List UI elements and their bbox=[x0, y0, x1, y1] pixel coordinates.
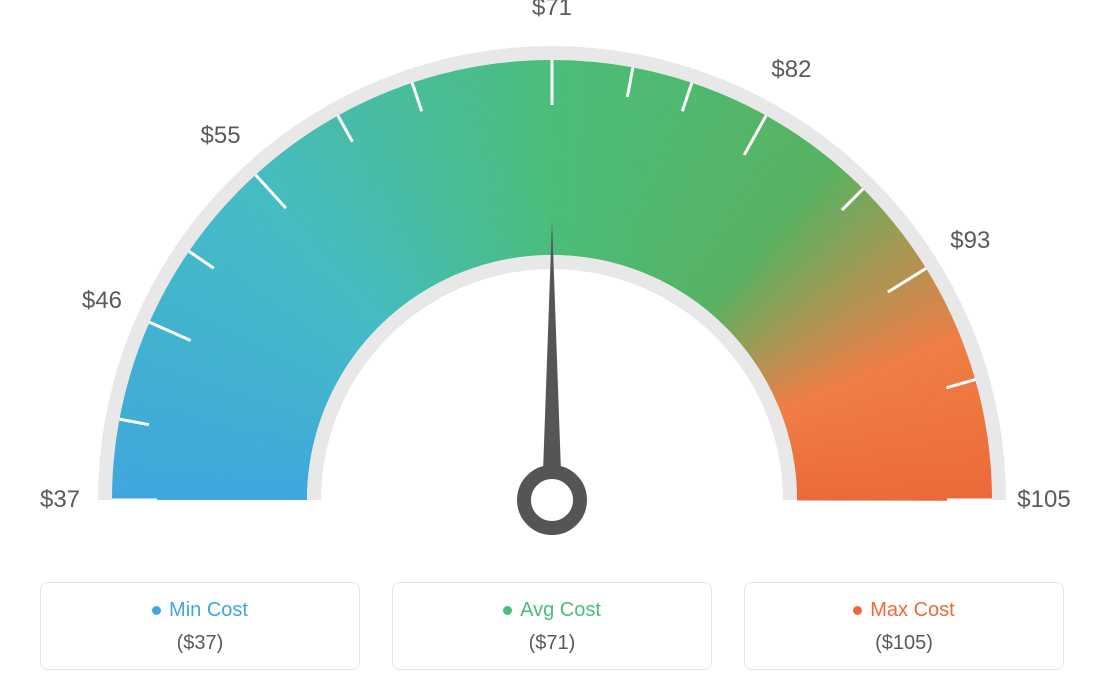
gauge-chart: $37 $46 $55 $71 $82 $93 $105 bbox=[0, 0, 1104, 560]
gauge-tick-label: $71 bbox=[532, 0, 572, 22]
gauge-tick-label: $105 bbox=[1017, 486, 1070, 514]
gauge-tick-label: $37 bbox=[40, 486, 80, 514]
legend-card-max: Max Cost ($105) bbox=[744, 582, 1064, 670]
gauge-tick-label: $82 bbox=[771, 56, 811, 84]
gauge-tick-label: $93 bbox=[950, 227, 990, 255]
legend-value-avg: ($71) bbox=[393, 632, 711, 655]
gauge-tick-label: $46 bbox=[82, 287, 122, 315]
legend-dot-max bbox=[853, 606, 862, 615]
legend-title-max: Max Cost bbox=[853, 599, 954, 622]
legend-card-min: Min Cost ($37) bbox=[40, 582, 360, 670]
legend-label-min: Min Cost bbox=[169, 599, 248, 622]
legend-dot-min bbox=[152, 606, 161, 615]
legend-dot-avg bbox=[503, 606, 512, 615]
legend-value-min: ($37) bbox=[41, 632, 359, 655]
legend-value-max: ($105) bbox=[745, 632, 1063, 655]
legend-row: Min Cost ($37) Avg Cost ($71) Max Cost (… bbox=[0, 582, 1104, 670]
gauge-tick-label: $55 bbox=[201, 122, 241, 150]
legend-card-avg: Avg Cost ($71) bbox=[392, 582, 712, 670]
legend-title-min: Min Cost bbox=[152, 599, 248, 622]
legend-title-avg: Avg Cost bbox=[503, 599, 601, 622]
legend-label-max: Max Cost bbox=[870, 599, 954, 622]
legend-label-avg: Avg Cost bbox=[520, 599, 601, 622]
gauge-svg bbox=[0, 0, 1104, 560]
